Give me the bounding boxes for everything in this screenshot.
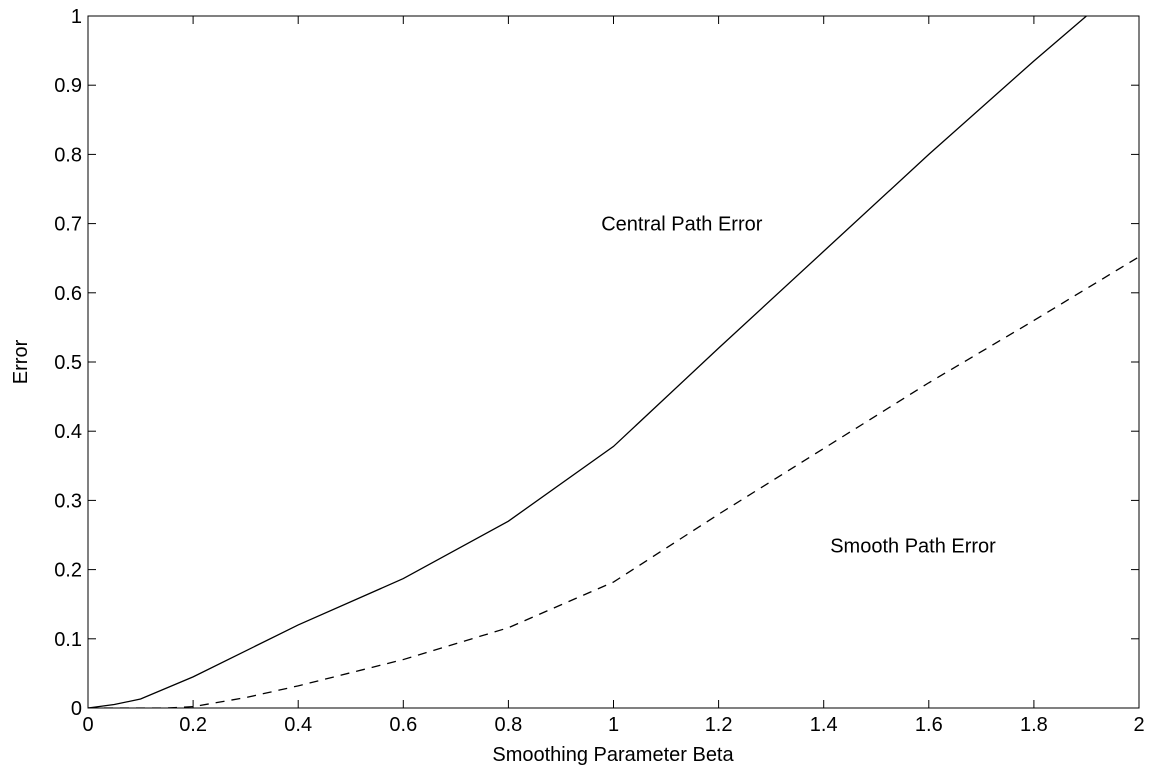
y-axis-label: Error [10,339,32,384]
x-tick-label: 0.4 [284,714,312,736]
y-tick-label: 0.3 [54,490,82,512]
y-tick-label: 0.5 [54,352,82,374]
y-tick-label: 0.1 [54,629,82,651]
x-tick-label: 0.8 [494,714,522,736]
x-tick-label: 0.6 [389,714,417,736]
y-tick-label: 1 [71,6,82,28]
y-tick-label: 0.8 [54,144,82,166]
x-tick-label: 0 [82,714,93,736]
x-tick-label: 1.4 [810,714,838,736]
x-tick-label: 1.2 [705,714,733,736]
x-tick-label: 1.8 [1020,714,1048,736]
smooth-path-error-line [88,256,1139,708]
series-layer [88,16,1139,708]
y-ticks: 0 0.1 0.2 0.3 0.4 0.5 0.6 0.7 0.8 0.9 1 [54,6,1139,720]
central-path-error-line [88,16,1087,708]
y-tick-label: 0 [71,698,82,720]
x-tick-label: 1 [608,714,619,736]
y-tick-label: 0.9 [54,75,82,97]
x-axis-label: Smoothing Parameter Beta [492,744,734,765]
annotation-layer: Central Path Error Smooth Path Error [601,214,996,558]
central-path-error-annotation: Central Path Error [601,214,763,236]
x-tick-label: 1.6 [915,714,943,736]
y-tick-label: 0.7 [54,214,82,236]
x-tick-label: 0.2 [179,714,207,736]
y-tick-label: 0.6 [54,283,82,305]
y-tick-label: 0.4 [54,421,82,443]
plot-frame [87,15,1140,709]
smooth-path-error-annotation: Smooth Path Error [830,535,996,557]
x-ticks: 0 0.2 0.4 0.6 0.8 1 1.2 1.4 1.6 1.8 2 [82,16,1145,736]
x-tick-label: 2 [1133,714,1144,736]
y-tick-label: 0.2 [54,560,82,582]
